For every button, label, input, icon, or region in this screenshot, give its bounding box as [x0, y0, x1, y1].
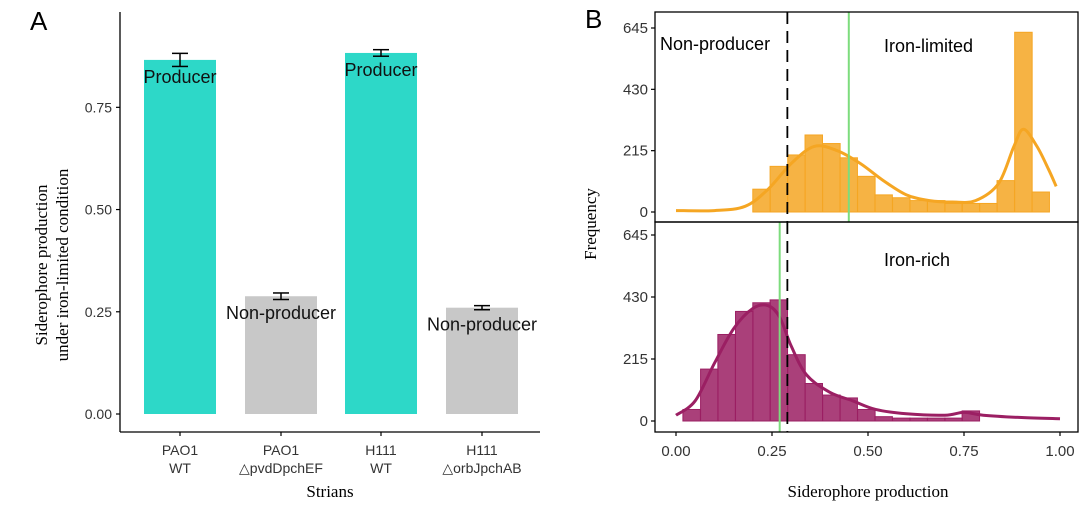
bottom-hist-bar-4: [752, 302, 771, 422]
top-y-tick-label-3: 645: [623, 20, 648, 37]
panel-b-label: B: [585, 4, 602, 34]
top-hist-bar-15: [1014, 31, 1033, 213]
top-density-curve: [675, 127, 1058, 213]
y-tick-label-2: 0.50: [85, 202, 112, 218]
panel-b-top-subplot: 0 215 430 645: [623, 12, 1058, 222]
x-tick-label-line2-0: WT: [169, 460, 191, 476]
bar-1: [245, 296, 317, 414]
b-x-tick-label-1: 0.25: [757, 443, 786, 460]
bottom-density-curve: [675, 303, 1061, 421]
bar-label-1: Non-producer: [226, 303, 336, 323]
top-hist-bar-12: [961, 202, 981, 213]
x-tick-label-line1-3: H111: [466, 442, 498, 458]
top-y-tick-label-1: 215: [623, 143, 648, 160]
x-tick-label-line2-3: △orbJpchAB: [442, 460, 521, 476]
panel-a-y-axis-label-line1: Siderophore production: [32, 184, 51, 345]
b-x-tick-label-3: 0.75: [949, 443, 978, 460]
y-tick-label-3: 0.75: [85, 99, 112, 115]
b-x-tick-label-2: 0.50: [853, 443, 882, 460]
top-hist-bar-7: [874, 194, 893, 213]
panel-b-x-ticks: 0.00 0.25 0.50 0.75 1.00: [661, 432, 1075, 460]
panel-a: A Producer Non-producer Producer Non-produc…: [30, 6, 540, 501]
panel-a-error-bars: [172, 48, 490, 311]
x-tick-label-line1-0: PAO1: [162, 442, 199, 458]
panel-b-y-axis-label: Frequency: [581, 188, 600, 260]
panel-b-threshold-label: Non-producer: [660, 34, 770, 54]
x-tick-label-line2-2: WT: [370, 460, 392, 476]
bottom-hist-bar-10: [857, 408, 876, 422]
top-hist-bar-8: [892, 197, 911, 213]
panel-b-bottom-subplot: 0 215 430 645: [623, 222, 1061, 432]
bar-label-3: Non-producer: [427, 315, 537, 335]
bottom-hist-bar-11: [874, 416, 893, 422]
x-tick-label-line1-1: PAO1: [263, 442, 300, 458]
panel-a-y-axis-label-line2: under iron-limited condition: [53, 168, 72, 361]
x-tick-label-line2-1: △pvdDpchEF: [239, 460, 323, 476]
bottom-hist-bar-2: [717, 333, 736, 422]
bar-0: [144, 59, 216, 414]
top-hist-bar-6: [857, 175, 876, 213]
top-hist-bar-4: [822, 143, 841, 213]
panel-b-x-axis-label: Siderophore production: [788, 482, 949, 501]
y-tick-label-1: 0.25: [85, 304, 112, 320]
bar-2: [345, 52, 417, 414]
top-y-tick-label-2: 430: [623, 81, 648, 98]
panel-a-axes: [119, 12, 540, 433]
panel-a-x-axis-label: Strians: [306, 482, 353, 501]
b-x-tick-label-0: 0.00: [661, 443, 690, 460]
bottom-y-tick-label-1: 215: [623, 351, 648, 368]
bottom-y-tick-label-2: 430: [623, 289, 648, 306]
bottom-y-tick-label-0: 0: [640, 413, 648, 430]
bottom-hist-bar-7: [804, 383, 823, 422]
bottom-hist-bar-6: [787, 354, 806, 422]
panel-b: B 0 215 430 645 0 215 430 645 0.00 0.25 0.50 0.75…: [581, 4, 1079, 501]
top-hist-bar-16: [1031, 191, 1050, 213]
panel-b-frame: [654, 11, 1079, 433]
bottom-hist-bar-13: [909, 417, 928, 422]
bar-label-2: Producer: [344, 60, 417, 80]
panel-a-y-ticks: 0.00 0.25 0.50 0.75: [85, 99, 120, 422]
x-tick-label-line1-2: H111: [365, 442, 397, 458]
panel-a-label: A: [30, 6, 48, 36]
top-hist-bar-11: [944, 202, 963, 213]
panel-a-bar-labels: Producer Non-producer Producer Non-producer: [143, 60, 537, 335]
bottom-hist-bar-12: [892, 417, 911, 422]
bottom-subplot-frame: [654, 221, 1079, 433]
top-hist-bar-1: [769, 165, 789, 213]
b-x-tick-label-4: 1.00: [1045, 443, 1074, 460]
panel-a-bars: [144, 52, 518, 414]
bar-label-0: Producer: [143, 67, 216, 87]
bottom-hist-bar-3: [735, 310, 754, 422]
bottom-hist-bar-14: [927, 417, 946, 422]
top-hist-bar-9: [909, 200, 928, 213]
bottom-hist-bar-8: [822, 394, 841, 422]
panel-b-bottom-subplot-title: Iron-rich: [884, 250, 950, 270]
top-hist-bar-13: [979, 202, 998, 213]
top-y-tick-label-0: 0: [640, 204, 648, 221]
y-tick-label-0: 0.00: [85, 406, 112, 422]
panel-b-top-subplot-title: Iron-limited: [884, 36, 973, 56]
bar-3: [446, 307, 518, 414]
panel-a-x-ticks: PAO1 WT PAO1 △pvdDpchEF H111 WT H111 △orbJpchAB: [162, 432, 522, 476]
bottom-y-tick-label-3: 645: [623, 227, 648, 244]
top-hist-bar-14: [996, 180, 1015, 213]
bottom-hist-bar-15: [944, 417, 963, 422]
